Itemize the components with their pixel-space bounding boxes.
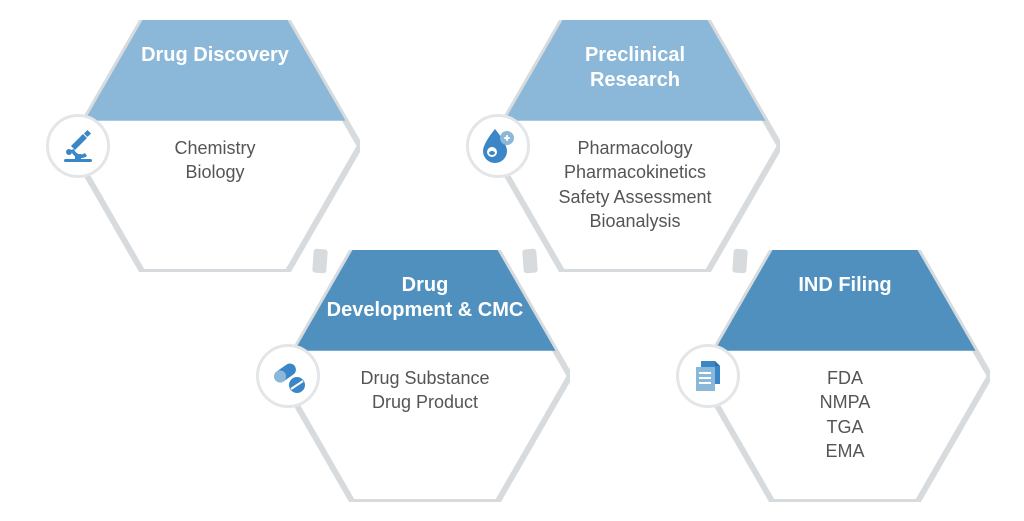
connector (522, 249, 538, 274)
microscope-icon (46, 114, 110, 178)
hex-ind: IND Filing FDANMPATGAEMA (700, 250, 990, 502)
pill-icon (256, 344, 320, 408)
hex-title: Drug Discovery (70, 43, 360, 68)
hex-body: ChemistryBiology (70, 136, 360, 185)
hex-body: Drug SubstanceDrug Product (280, 366, 570, 415)
hex-title: DrugDevelopment & CMC (280, 273, 570, 323)
hex-title: PreclinicalResearch (490, 43, 780, 93)
hex-body: FDANMPATGAEMA (700, 366, 990, 463)
hex-preclinical: PreclinicalResearch PharmacologyPharmacok… (490, 20, 780, 272)
hex-body: PharmacologyPharmacokineticsSafety Asses… (490, 136, 780, 233)
doc-icon (676, 344, 740, 408)
hex-title: IND Filing (700, 273, 990, 298)
hex-discovery: Drug Discovery ChemistryBiology (70, 20, 360, 272)
hex-devcmc: DrugDevelopment & CMC Drug SubstanceDrug … (280, 250, 570, 502)
drop-icon (466, 114, 530, 178)
connector (732, 249, 748, 274)
connector (312, 249, 328, 274)
